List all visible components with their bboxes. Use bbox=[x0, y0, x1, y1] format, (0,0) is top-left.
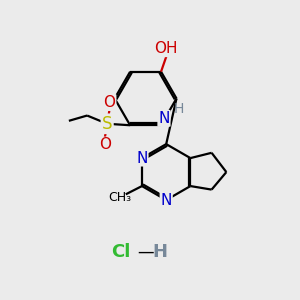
Text: O: O bbox=[99, 137, 111, 152]
Text: —: — bbox=[137, 243, 154, 261]
Text: H: H bbox=[173, 102, 184, 116]
Text: N: N bbox=[136, 151, 148, 166]
Text: N: N bbox=[158, 111, 170, 126]
Text: N: N bbox=[160, 193, 172, 208]
Text: O: O bbox=[103, 95, 116, 110]
Text: OH: OH bbox=[154, 41, 178, 56]
Text: CH₃: CH₃ bbox=[108, 191, 131, 204]
Text: H: H bbox=[153, 243, 168, 261]
Text: Cl: Cl bbox=[111, 243, 130, 261]
Text: S: S bbox=[102, 115, 112, 133]
